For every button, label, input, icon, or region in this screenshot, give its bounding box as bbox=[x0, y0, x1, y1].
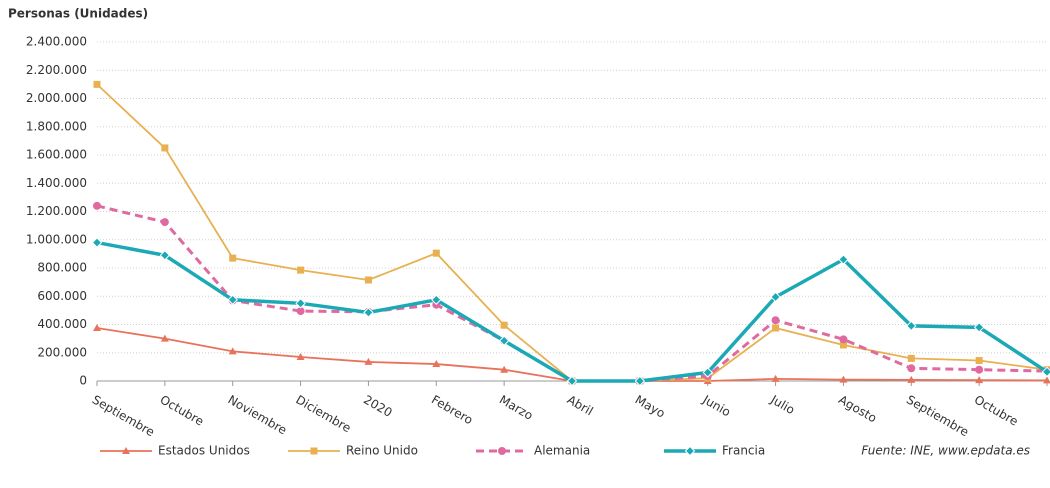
series-line bbox=[96, 327, 1048, 382]
y-tick-label: 1.400.000 bbox=[26, 176, 87, 190]
marker bbox=[296, 307, 305, 316]
marker bbox=[975, 357, 983, 365]
legend-marker bbox=[310, 447, 318, 455]
marker bbox=[839, 375, 848, 383]
series-line bbox=[96, 240, 1048, 383]
marker bbox=[228, 347, 237, 355]
marker bbox=[907, 375, 916, 383]
marker bbox=[431, 294, 442, 305]
marker bbox=[907, 354, 915, 362]
marker bbox=[975, 376, 984, 384]
marker bbox=[229, 254, 237, 262]
marker bbox=[906, 320, 917, 332]
marker bbox=[432, 249, 440, 257]
marker bbox=[364, 276, 372, 284]
legend-label: Alemania bbox=[534, 444, 590, 458]
marker bbox=[160, 218, 169, 227]
legend-marker bbox=[122, 447, 130, 454]
marker bbox=[161, 144, 169, 152]
x-tick-label: Mayo bbox=[633, 393, 668, 421]
marker bbox=[770, 291, 781, 303]
x-tick-label: Octubre bbox=[158, 393, 207, 429]
x-tick-label: Febrero bbox=[429, 393, 475, 428]
y-tick-label: 2.000.000 bbox=[26, 91, 87, 105]
y-tick-label: 1.800.000 bbox=[26, 119, 87, 133]
marker bbox=[839, 335, 848, 344]
legend-label: Reino Unido bbox=[346, 444, 418, 458]
legend-label: Francia bbox=[722, 444, 765, 458]
series bbox=[91, 237, 1050, 387]
x-tick-label: Septiembre bbox=[90, 393, 157, 440]
y-tick-label: 1.600.000 bbox=[26, 148, 87, 162]
y-tick-label: 400.000 bbox=[37, 317, 87, 331]
marker bbox=[1043, 376, 1050, 384]
marker bbox=[500, 365, 509, 373]
x-tick-label: Noviembre bbox=[225, 393, 289, 438]
marker bbox=[1041, 366, 1050, 378]
marker bbox=[364, 357, 373, 365]
marker bbox=[973, 322, 985, 333]
legend-marker bbox=[684, 445, 696, 457]
marker bbox=[566, 375, 578, 387]
marker bbox=[93, 324, 101, 332]
x-tick-label: Octubre bbox=[972, 393, 1021, 429]
x-tick-label: Junio bbox=[700, 392, 733, 419]
marker bbox=[297, 266, 305, 274]
x-tick-label: Diciembre bbox=[293, 393, 353, 436]
series bbox=[93, 324, 1050, 384]
marker bbox=[91, 237, 103, 248]
marker bbox=[500, 321, 508, 329]
y-tick-label: 800.000 bbox=[37, 261, 87, 275]
y-tick-label: 200.000 bbox=[37, 345, 87, 359]
marker bbox=[227, 294, 238, 305]
legend-marker bbox=[498, 447, 506, 455]
x-tick-label: 2020 bbox=[361, 393, 394, 420]
marker bbox=[975, 365, 984, 374]
y-tick-label: 1.200.000 bbox=[26, 204, 87, 218]
marker bbox=[159, 250, 171, 261]
marker bbox=[432, 360, 441, 368]
marker bbox=[907, 364, 916, 373]
marker bbox=[772, 324, 780, 332]
marker bbox=[295, 298, 306, 309]
x-tick-label: Abril bbox=[565, 393, 596, 419]
marker bbox=[838, 254, 849, 265]
marker bbox=[634, 375, 646, 387]
y-tick-label: 600.000 bbox=[37, 289, 87, 303]
series-line bbox=[96, 204, 1048, 383]
marker bbox=[296, 352, 305, 360]
marker bbox=[363, 307, 374, 318]
x-tick-label: Julio bbox=[767, 392, 797, 417]
y-tick-label: 1.000.000 bbox=[26, 232, 87, 246]
marker bbox=[771, 316, 780, 325]
marker bbox=[93, 80, 101, 88]
x-tick-label: Agosto bbox=[836, 393, 879, 426]
y-tick-label: 2.200.000 bbox=[26, 63, 87, 77]
marker bbox=[771, 374, 780, 382]
series-line bbox=[96, 83, 1048, 382]
y-axis-label: Personas (Unidades) bbox=[8, 7, 148, 21]
marker bbox=[93, 201, 101, 210]
source: Fuente: INE, www.epdata.es bbox=[861, 444, 1030, 458]
y-tick-label: 2.400.000 bbox=[26, 35, 87, 49]
marker bbox=[160, 334, 169, 342]
x-tick-label: Septiembre bbox=[904, 393, 971, 440]
marker bbox=[498, 335, 510, 346]
x-tick-label: Marzo bbox=[497, 393, 535, 423]
marker bbox=[702, 367, 713, 378]
marker bbox=[839, 341, 847, 349]
y-tick-label: 0 bbox=[79, 374, 87, 388]
legend-label: Estados Unidos bbox=[158, 444, 250, 458]
